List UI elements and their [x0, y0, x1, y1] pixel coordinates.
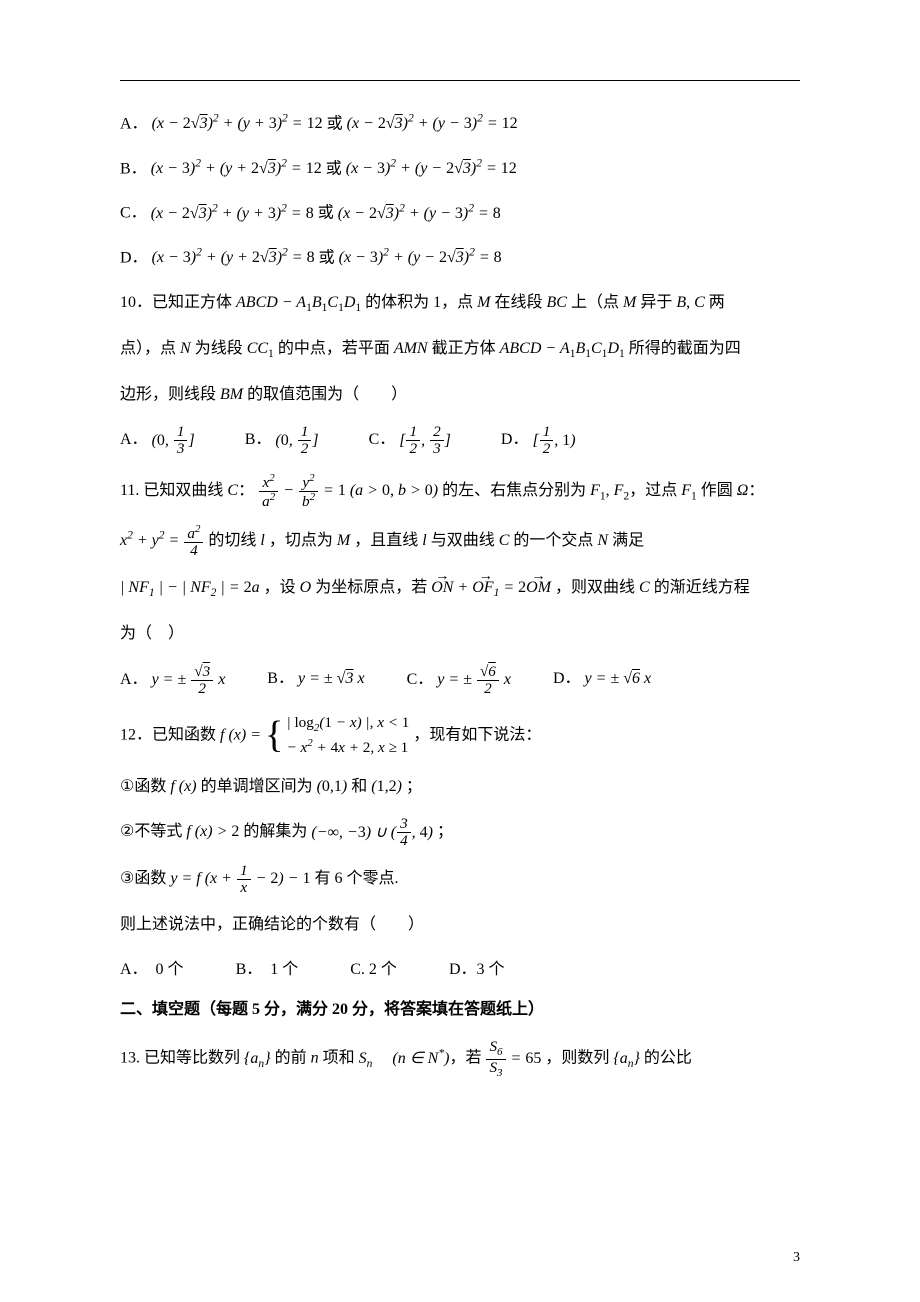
q9-choice-b: B． (x − 3)2 + (y + 2√3)2 = 12 或 (x − 3)2…	[120, 154, 800, 185]
q12-final: 则上述说法中，正确结论的个数有（ ）	[120, 910, 800, 940]
q10-choice-d: D． [12, 1)	[501, 424, 576, 457]
q12-s3: ③函数 y = f (x + 1x − 2) − 1 有 6 个零点.	[120, 863, 800, 896]
q9-choice-a: A． (x − 2√3)2 + (y + 3)2 = 12 或 (x − 2√3…	[120, 109, 800, 140]
q12-s1: ①函数 f (x) 的单调增区间为 (0,1) 和 (1,2) ；	[120, 772, 800, 802]
q9-choice-d: D． (x − 3)2 + (y + 2√3)2 = 8 或 (x − 3)2 …	[120, 243, 800, 274]
q10-stem-line3: 边形，则线段 BM 的取值范围为（ ）	[120, 380, 800, 410]
q11-stem-line1: 11. 已知双曲线 C： x2a2 − y2b2 = 1 (a > 0, b >…	[120, 473, 800, 510]
q9-choice-c: C． (x − 2√3)2 + (y + 3)2 = 8 或 (x − 2√3)…	[120, 198, 800, 229]
q12-options: A． 0 个 B． 1 个 C. 2 个 D．3 个	[120, 955, 800, 979]
page-container: A． (x − 2√3)2 + (y + 3)2 = 12 或 (x − 2√3…	[0, 0, 920, 1153]
q12-choice-a: A． 0 个	[120, 955, 184, 979]
q10-choice-c: C． [12, 23]	[369, 424, 451, 457]
q10-options: A． (0, 13] B． (0, 12] C． [12, 23] D． [12…	[120, 424, 800, 457]
q12-choice-c: C. 2 个	[350, 955, 397, 979]
q11-stem-line3: | NF1 | − | NF2 | = 2a ，设 O 为坐标原点，若 ON +…	[120, 573, 800, 605]
q11-choice-b: B． y = ± √3 x	[267, 664, 364, 697]
q12-stem: 12．已知函数 f (x) = { | log2(1 − x) |, x < 1…	[120, 713, 800, 758]
q11-stem-line2: x2 + y2 = a24 的切线 l ，切点为 M ，且直线 l 与双曲线 C…	[120, 524, 800, 559]
q12-s2: ②不等式 f (x) > 2 的解集为 (−∞, −3) ∪ (34, 4) ；	[120, 816, 800, 849]
q10-choice-a: A． (0, 13]	[120, 424, 195, 457]
page-number: 3	[793, 1250, 800, 1266]
q10-choice-b: B． (0, 12]	[245, 424, 319, 457]
q11-choice-d: D． y = ± √6 x	[553, 664, 651, 697]
q11-choice-a: A． y = ± √32 x	[120, 664, 225, 697]
section2-title: 二、填空题（每题 5 分，满分 20 分，将答案填在答题纸上）	[120, 995, 800, 1025]
q11-options: A． y = ± √32 x B． y = ± √3 x C． y = ± √6…	[120, 664, 800, 697]
q10-stem-line1: 10．已知正方体 ABCD − A1B1C1D1 的体积为 1，点 M 在线段 …	[120, 288, 800, 320]
q11-stem-line4: 为（ ）	[120, 619, 800, 649]
q12-choice-d: D．3 个	[449, 955, 505, 979]
q12-choice-b: B． 1 个	[236, 955, 299, 979]
header-rule	[120, 80, 800, 81]
q13-stem: 13. 已知等比数列 {an} 的前 n 项和 Sn (n ∈ N*)，若 S6…	[120, 1039, 800, 1079]
q11-choice-c: C． y = ± √62 x	[407, 664, 511, 697]
q10-stem-line2: 点），点 N 为线段 CC1 的中点，若平面 AMN 截正方体 ABCD − A…	[120, 334, 800, 366]
